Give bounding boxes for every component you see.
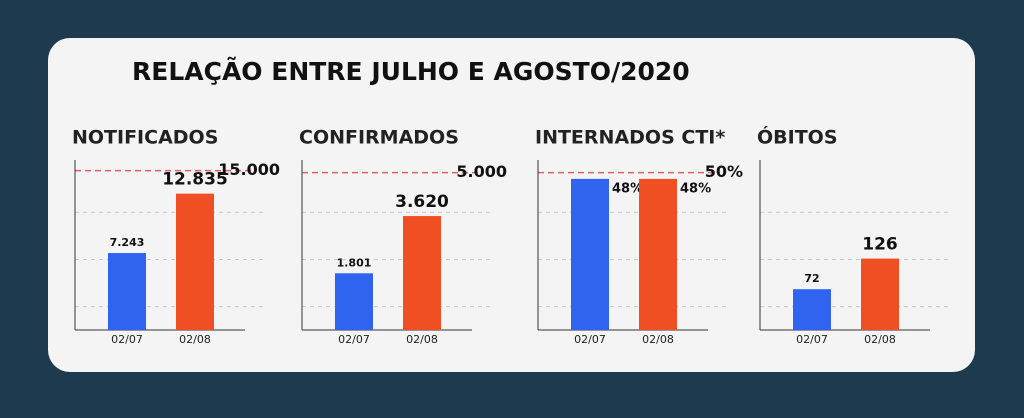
bar <box>335 273 373 330</box>
value-label: 48% <box>612 181 643 196</box>
chart-title: CONFIRMADOS <box>299 127 459 149</box>
bar <box>108 253 146 330</box>
card <box>48 38 975 372</box>
x-tick-label: 02/08 <box>406 333 438 346</box>
value-label: 1.801 <box>337 256 372 269</box>
chart-title: NOTIFICADOS <box>72 127 218 149</box>
x-tick-label: 02/07 <box>338 333 370 346</box>
bar <box>861 258 899 330</box>
x-tick-label: 02/07 <box>111 333 143 346</box>
x-tick-label: 02/08 <box>179 333 211 346</box>
bar <box>571 178 609 330</box>
main-title: RELAÇÃO ENTRE JULHO E AGOSTO/2020 <box>132 57 690 86</box>
chart-title: INTERNADOS CTI* <box>535 127 725 149</box>
value-label: 126 <box>862 235 898 255</box>
chart-title: ÓBITOS <box>757 125 838 149</box>
x-tick-label: 02/07 <box>796 333 828 346</box>
x-tick-label: 02/08 <box>642 333 674 346</box>
value-label: 48% <box>680 181 711 196</box>
reference-label: 5.000 <box>456 162 507 181</box>
reference-label: 50% <box>705 162 743 181</box>
reference-label: 15.000 <box>218 160 280 179</box>
bar <box>639 178 677 330</box>
x-tick-label: 02/08 <box>864 333 896 346</box>
value-label: 7.243 <box>110 236 145 249</box>
bar <box>403 216 441 330</box>
value-label: 72 <box>804 272 819 285</box>
bar <box>793 289 831 330</box>
value-label: 12.835 <box>162 170 228 190</box>
x-tick-label: 02/07 <box>574 333 606 346</box>
bar <box>176 193 214 330</box>
value-label: 3.620 <box>395 192 449 212</box>
